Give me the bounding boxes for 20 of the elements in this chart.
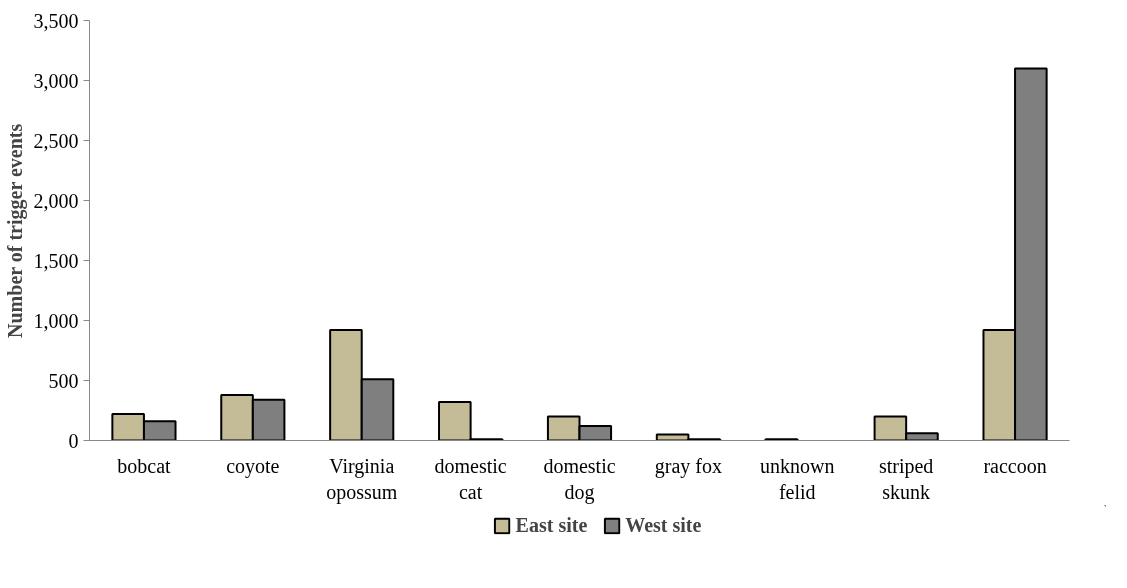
- y-tick-label: 500: [48, 369, 79, 392]
- x-tick-label: bobcat: [117, 454, 172, 477]
- y-axis-title: Number of trigger events: [3, 123, 27, 338]
- y-tick-label: 2,500: [33, 129, 79, 152]
- legend-label: West site: [625, 513, 702, 537]
- y-tick-label: 3,500: [33, 9, 79, 32]
- x-tick-label: unknown felid: [760, 454, 835, 503]
- x-tick-label: striped skunk: [878, 454, 934, 503]
- x-tick-label: domestic dog: [543, 454, 616, 504]
- y-tick-label: 3,000: [33, 69, 79, 92]
- x-tick-label: coyote: [226, 454, 280, 478]
- y-tick-label: 0: [68, 429, 79, 452]
- y-tick-label: 1,500: [33, 249, 79, 272]
- x-tick-label: domestic cat: [434, 454, 507, 503]
- legend-label: East site: [515, 513, 588, 537]
- x-tick-label: raccoon: [983, 454, 1047, 477]
- x-tick-label: Virginia opossum: [326, 454, 398, 504]
- x-tick-label: gray fox: [654, 454, 722, 478]
- y-tick-label: 2,000: [33, 189, 79, 212]
- y-tick-label: 1,000: [33, 309, 79, 332]
